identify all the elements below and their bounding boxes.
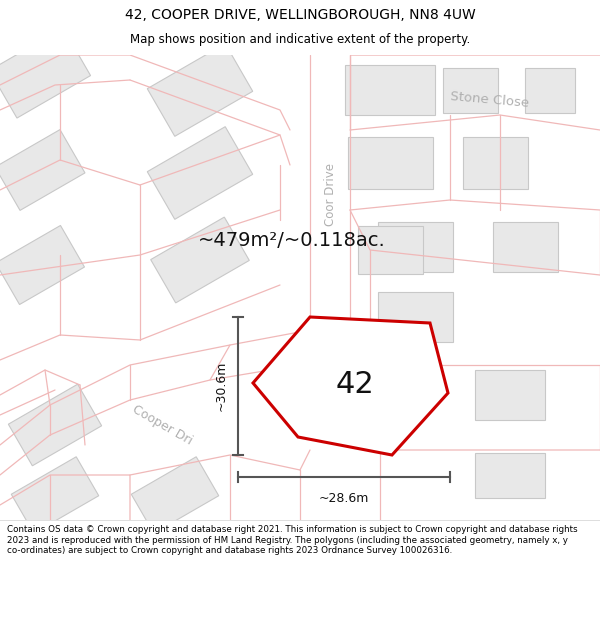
- Bar: [0, 129, 85, 211]
- Bar: [475, 370, 545, 420]
- Bar: [131, 457, 219, 533]
- Text: ~28.6m: ~28.6m: [319, 492, 369, 505]
- Text: Coor Drive: Coor Drive: [323, 164, 337, 226]
- Polygon shape: [253, 317, 448, 455]
- Bar: [11, 457, 99, 533]
- Bar: [443, 68, 497, 112]
- Bar: [0, 28, 91, 118]
- Text: ~479m²/~0.118ac.: ~479m²/~0.118ac.: [198, 231, 386, 249]
- Bar: [525, 68, 575, 112]
- Bar: [358, 226, 422, 274]
- Text: 42, COOPER DRIVE, WELLINGBOROUGH, NN8 4UW: 42, COOPER DRIVE, WELLINGBOROUGH, NN8 4U…: [125, 8, 475, 22]
- Bar: [147, 127, 253, 219]
- Bar: [377, 292, 452, 342]
- Bar: [347, 137, 433, 189]
- Bar: [8, 384, 101, 466]
- Text: 42: 42: [336, 370, 374, 399]
- Bar: [0, 226, 85, 304]
- Text: Map shows position and indicative extent of the property.: Map shows position and indicative extent…: [130, 33, 470, 46]
- Bar: [463, 137, 527, 189]
- Bar: [345, 65, 435, 115]
- Bar: [493, 222, 557, 272]
- Bar: [147, 44, 253, 136]
- Text: Contains OS data © Crown copyright and database right 2021. This information is : Contains OS data © Crown copyright and d…: [7, 525, 578, 555]
- Text: ~30.6m: ~30.6m: [215, 361, 228, 411]
- Text: Stone Close: Stone Close: [450, 90, 530, 110]
- Text: Cooper Dri: Cooper Dri: [130, 402, 194, 448]
- Bar: [151, 217, 250, 303]
- Bar: [377, 222, 452, 272]
- Bar: [475, 452, 545, 498]
